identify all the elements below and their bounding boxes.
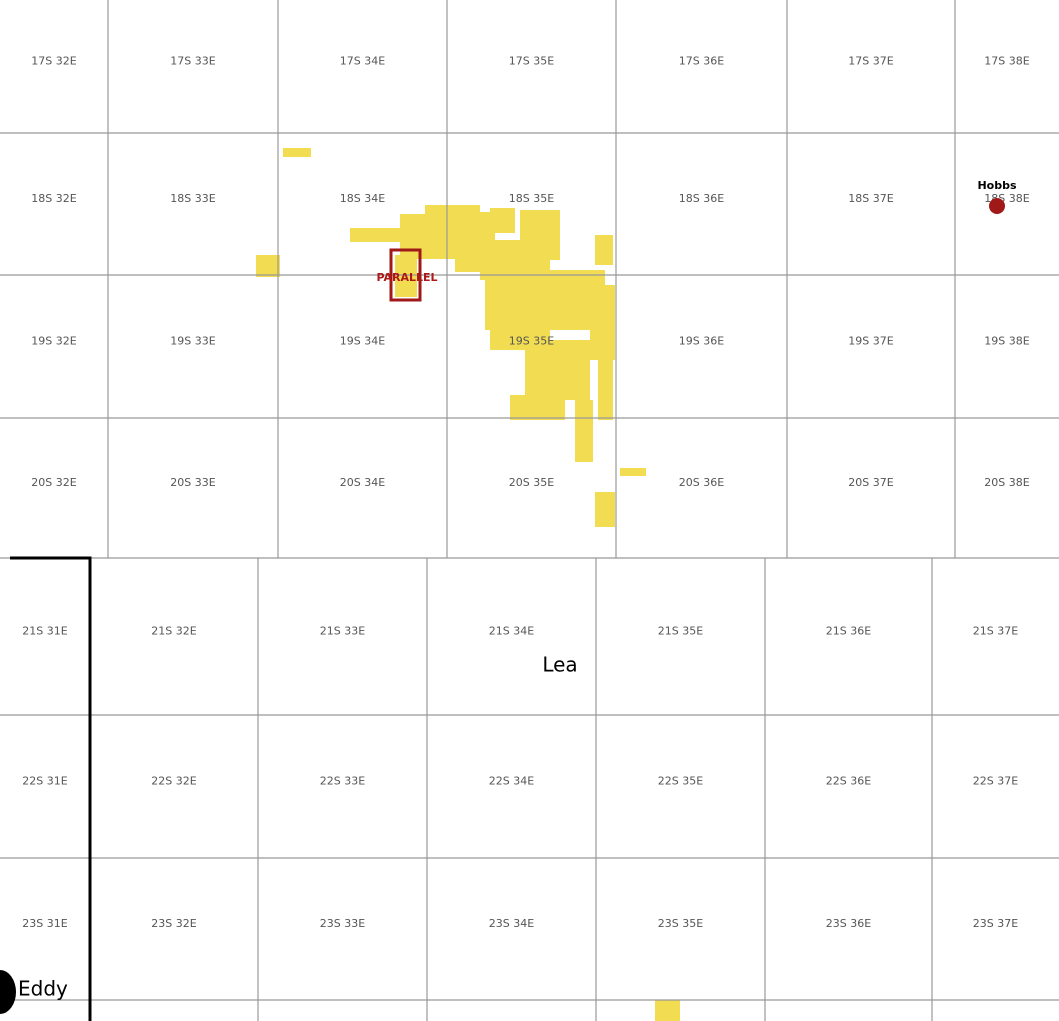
township-label: 21S 32E: [151, 625, 196, 638]
township-label: 21S 31E: [22, 625, 67, 638]
township-labels: 17S 32E 17S 33E 17S 34E 17S 35E 17S 36E 17S 3…: [22, 55, 1029, 931]
county-boundary: [10, 556, 92, 1021]
township-label: 23S 35E: [658, 917, 703, 930]
township-label: 21S 33E: [320, 625, 365, 638]
township-label: 21S 36E: [826, 625, 871, 638]
township-label: 22S 36E: [826, 775, 871, 788]
township-label: 17S 38E: [984, 55, 1029, 68]
oil-field: [510, 395, 565, 420]
oil-fields: [256, 148, 680, 1021]
township-label: 19S 38E: [984, 335, 1029, 348]
township-label: 20S 33E: [170, 476, 215, 489]
oil-field: [595, 235, 613, 265]
township-label: 18S 36E: [679, 192, 724, 205]
city-marker: [989, 198, 1005, 214]
oil-field: [350, 228, 410, 242]
township-label: 20S 37E: [848, 476, 893, 489]
township-label: 21S 35E: [658, 625, 703, 638]
oil-field: [598, 360, 613, 420]
township-label: 19S 33E: [170, 335, 215, 348]
township-label: 20S 36E: [679, 476, 724, 489]
township-label: 18S 33E: [170, 192, 215, 205]
county-label: Lea: [542, 653, 577, 677]
township-label: 17S 34E: [340, 55, 385, 68]
township-label: 19S 36E: [679, 335, 724, 348]
township-label: 21S 37E: [973, 625, 1018, 638]
oil-field: [283, 148, 311, 157]
township-label: 22S 33E: [320, 775, 365, 788]
project-outline: [389, 248, 422, 302]
township-label: 18S 34E: [340, 192, 385, 205]
oil-field: [525, 340, 590, 400]
township-label: 22S 32E: [151, 775, 196, 788]
city-label: Hobbs: [977, 179, 1017, 192]
township-label: 18S 32E: [31, 192, 76, 205]
township-label: 17S 36E: [679, 55, 724, 68]
county-line: [10, 556, 92, 1021]
oil-field: [490, 208, 515, 233]
township-label: 20S 35E: [509, 476, 554, 489]
township-label: 23S 36E: [826, 917, 871, 930]
oil-field: [655, 1000, 680, 1021]
township-label: 22S 34E: [489, 775, 534, 788]
township-label: 22S 37E: [973, 775, 1018, 788]
township-label: 18S 37E: [848, 192, 893, 205]
oil-field: [595, 492, 615, 527]
township-label: 19S 34E: [340, 335, 385, 348]
township-label: 17S 35E: [509, 55, 554, 68]
township-label: 19S 37E: [848, 335, 893, 348]
project-label: PARALLEL: [376, 271, 437, 284]
oil-field: [395, 255, 417, 297]
oil-field: [256, 255, 280, 277]
township-label: 17S 33E: [170, 55, 215, 68]
county-label: Eddy: [18, 977, 68, 1001]
oil-field: [575, 400, 593, 462]
township-label: 22S 35E: [658, 775, 703, 788]
township-label: 18S 35E: [509, 192, 554, 205]
township-label: 23S 37E: [973, 917, 1018, 930]
township-label: 20S 38E: [984, 476, 1029, 489]
township-label: 20S 32E: [31, 476, 76, 489]
oil-field: [620, 468, 646, 476]
township-label: 17S 37E: [848, 55, 893, 68]
county-marker: [0, 970, 16, 1014]
township-label: 19S 32E: [31, 335, 76, 348]
township-label: 20S 34E: [340, 476, 385, 489]
township-label: 23S 34E: [489, 917, 534, 930]
township-label: 23S 32E: [151, 917, 196, 930]
township-label: 23S 31E: [22, 917, 67, 930]
township-label: 21S 34E: [489, 625, 534, 638]
township-label: 23S 33E: [320, 917, 365, 930]
township-label: 22S 31E: [22, 775, 67, 788]
township-label: 19S 35E: [509, 335, 554, 348]
township-label: 17S 32E: [31, 55, 76, 68]
oil-field: [590, 285, 615, 360]
